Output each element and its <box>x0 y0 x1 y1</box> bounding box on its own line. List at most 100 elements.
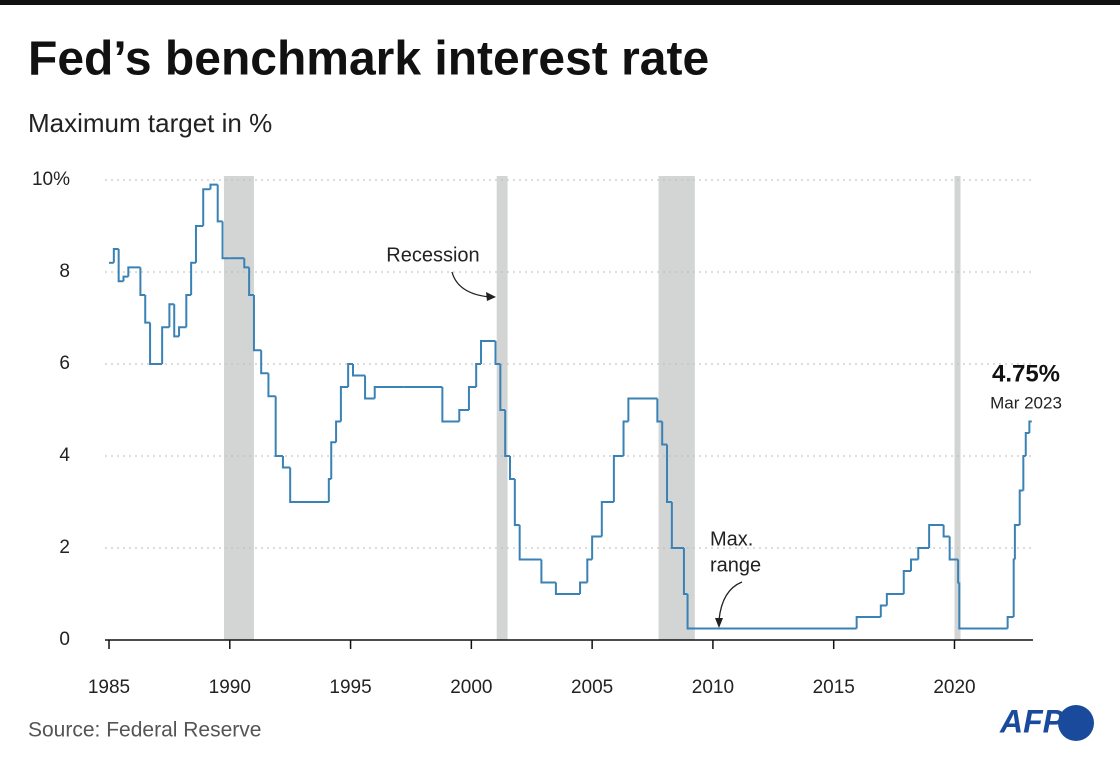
chart-subtitle: Maximum target in % <box>28 108 272 138</box>
rate-step <box>554 582 581 595</box>
x-tick-label: 1995 <box>329 677 371 698</box>
last-value-label: 4.75% <box>992 360 1060 387</box>
rate-step <box>327 478 332 502</box>
rate-step <box>281 456 291 469</box>
rate-step <box>373 386 404 399</box>
x-tick-label: 2000 <box>450 677 492 698</box>
rate-step <box>480 340 496 364</box>
x-tick-label: 2010 <box>692 677 734 698</box>
rate-step <box>591 535 602 560</box>
x-tick-label: 1990 <box>209 677 251 698</box>
chart-title: Fed’s benchmark interest rate <box>28 33 709 86</box>
rate-step <box>879 604 887 617</box>
rate-step <box>586 558 593 583</box>
rate-step <box>682 548 688 595</box>
rate-step <box>347 363 353 387</box>
rate-step <box>185 294 192 328</box>
rate-step <box>168 303 175 328</box>
rate-step <box>612 455 624 502</box>
rate-step <box>885 593 904 606</box>
rate-step <box>260 350 269 375</box>
rate-step <box>122 275 129 282</box>
rate-step <box>1013 524 1020 560</box>
rate-step <box>666 444 672 503</box>
annotation-arrow <box>718 581 743 621</box>
rate-step <box>513 479 520 526</box>
rate-step <box>139 267 146 296</box>
rate-step <box>579 581 588 594</box>
rate-step <box>127 266 141 277</box>
rate-step <box>339 386 349 422</box>
rate-step <box>475 363 482 387</box>
rate-step <box>144 295 151 324</box>
rate-step <box>948 536 959 561</box>
rate-step <box>917 547 930 560</box>
rate-step <box>112 248 119 263</box>
rate-step <box>364 375 375 400</box>
rate-step <box>910 558 919 571</box>
recession-band <box>954 176 961 640</box>
rate-step <box>467 386 477 410</box>
rate-step <box>494 341 501 365</box>
rate-step <box>289 467 298 503</box>
annotation-range: range <box>710 554 761 576</box>
rate-step <box>855 616 881 629</box>
annotation-max: Max. <box>710 528 753 550</box>
x-tick-label: 2015 <box>813 677 855 698</box>
rate-step <box>958 582 1008 630</box>
rate-step <box>248 267 254 296</box>
y-tick-label: 6 <box>59 353 70 374</box>
rate-step <box>504 410 511 457</box>
rate-step <box>661 421 668 446</box>
y-tick-label: 0 <box>59 629 70 650</box>
rate-step <box>509 456 515 480</box>
rate-step <box>942 525 950 538</box>
arrow-head <box>486 292 496 301</box>
rate-step <box>1022 455 1026 491</box>
annotation-recession: Recession <box>386 244 479 266</box>
rate-step <box>686 594 857 630</box>
rate-step <box>1012 558 1015 617</box>
rate-step <box>928 524 944 548</box>
annotation-arrow <box>451 271 491 298</box>
rate-step <box>149 322 163 365</box>
recession-band <box>496 176 508 640</box>
rate-step <box>627 397 658 422</box>
logo: AFP <box>999 703 1065 739</box>
y-tick-label: 4 <box>59 445 70 466</box>
rate-step <box>902 570 912 594</box>
rate-step <box>267 373 276 398</box>
rate-step <box>209 183 218 190</box>
rate-step <box>622 420 629 456</box>
x-tick-label: 2020 <box>933 677 975 698</box>
rate-step <box>656 398 663 423</box>
rate-step <box>1018 489 1024 525</box>
rate-step <box>351 364 366 377</box>
rate-step <box>1006 616 1014 629</box>
rate-step <box>221 221 230 260</box>
y-tick-label: 10% <box>32 169 70 190</box>
rate-step <box>335 420 341 443</box>
last-date-label: Mar 2023 <box>990 393 1062 412</box>
source: Source: Federal Reserve <box>28 719 261 742</box>
rate-step <box>670 502 684 549</box>
rate-step <box>274 396 283 457</box>
x-tick-label: 2005 <box>571 677 613 698</box>
top-rule <box>0 0 1120 5</box>
recession-band <box>658 176 695 640</box>
logo-dot <box>1058 705 1094 741</box>
rate-step <box>458 409 469 422</box>
rate-step <box>216 184 223 223</box>
rate-step <box>252 295 262 352</box>
y-tick-label: 8 <box>59 261 70 282</box>
rate-step <box>173 304 180 338</box>
rate-step <box>178 326 187 337</box>
recession-band <box>223 176 254 640</box>
rate-step <box>243 258 250 269</box>
rate-step <box>441 387 460 423</box>
rate-step <box>600 501 614 537</box>
y-tick-label: 2 <box>59 537 70 558</box>
rate-step <box>194 225 204 263</box>
rate-step <box>161 326 170 364</box>
